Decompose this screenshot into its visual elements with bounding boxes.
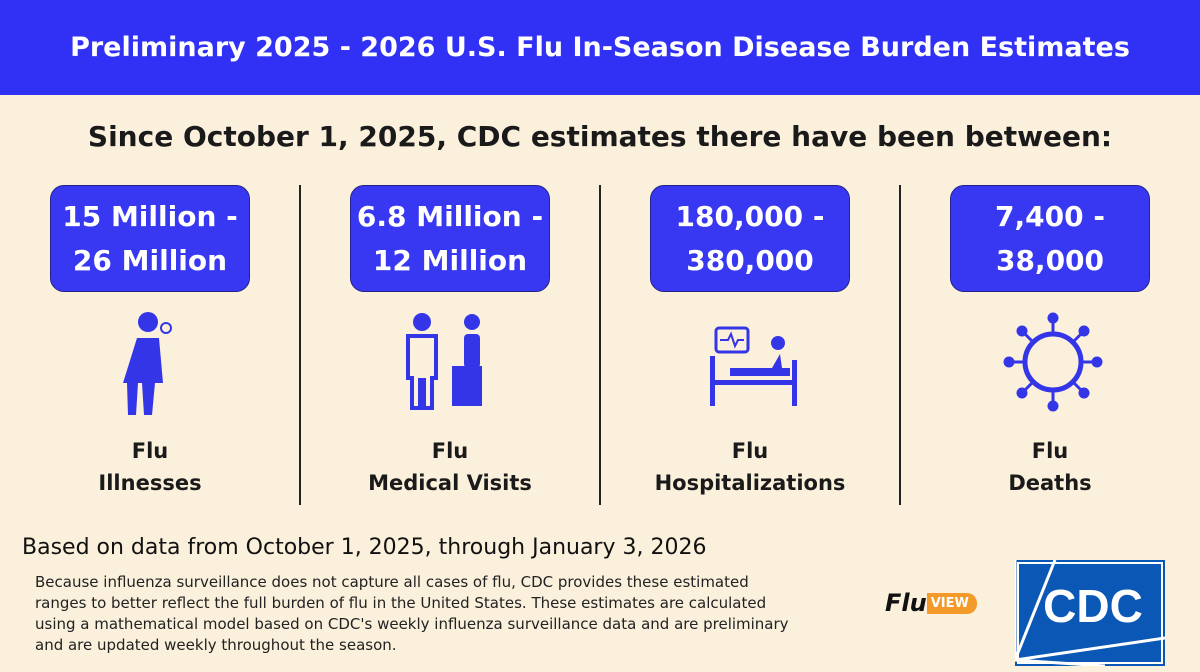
header: Preliminary 2025 - 2026 U.S. Flu In-Seas… [0,0,1200,95]
stat-label: Flu Deaths [900,435,1200,499]
logo-text: CDC [1043,580,1143,632]
label-line: Flu [431,439,469,463]
note-line: using a mathematical model based on CDC'… [35,615,789,633]
label-line: Illnesses [98,471,202,495]
label-line: Deaths [1008,471,1092,495]
stat-label: Flu Medical Visits [300,435,600,499]
range-box: 7,400 - 38,000 [950,185,1150,292]
stat-column: 180,000 - 380,000 Flu Hospitalizations [600,185,900,505]
range-line: 7,400 - [995,199,1105,233]
divider [599,185,601,505]
stat-column: 6.8 Million - 12 Million Flu Medical Visit… [300,185,600,505]
source: Based on data from October 1, 2025, thro… [22,535,707,560]
stat-column: 15 Million - 26 Million Flu Illnesses [0,185,300,505]
range-line: 12 Million [372,243,528,277]
range-box: 180,000 - 380,000 [650,185,850,292]
stat-column: 7,400 - 38,000 Flu Deaths [900,185,1200,505]
illness-icon [123,312,172,415]
hospital-icon [710,326,797,406]
subtitle: Since October 1, 2025, CDC estimates the… [87,120,1113,153]
title: Preliminary 2025 - 2026 U.S. Flu In-Seas… [70,32,1130,63]
range-line: 26 Million [72,243,228,277]
range-line: 15 Million - [62,199,238,233]
range-line: 180,000 - [675,199,825,233]
range-box: 15 Million - 26 Million [50,185,250,292]
divider [299,185,301,505]
stat-label: Flu Hospitalizations [600,435,900,499]
note-line: and are updated weekly throughout the se… [35,636,397,654]
label-line: Flu [131,439,169,463]
label-line: Flu [1031,439,1069,463]
range-box: 6.8 Million - 12 Million [350,185,550,292]
label-line: Flu [731,439,769,463]
note: Because influenza surveillance does not … [35,572,789,656]
logo-text: Flu [885,589,927,617]
label-line: Medical Visits [368,471,532,495]
divider [899,185,901,505]
note-line: ranges to better reflect the full burden… [35,594,767,612]
range-line: 38,000 [995,243,1105,277]
virus-icon [1003,312,1103,412]
note-line: Because influenza surveillance does not … [35,573,749,591]
range-line: 6.8 Million - [356,199,544,233]
range-line: 380,000 [686,243,814,277]
cdc-logo: CDC [1015,560,1165,666]
doctor-icon [406,313,482,410]
fluview-logo: Flu VIEW [885,589,977,617]
logo-text: VIEW [926,592,977,614]
stat-label: Flu Illnesses [0,435,300,499]
label-line: Hospitalizations [654,471,846,495]
